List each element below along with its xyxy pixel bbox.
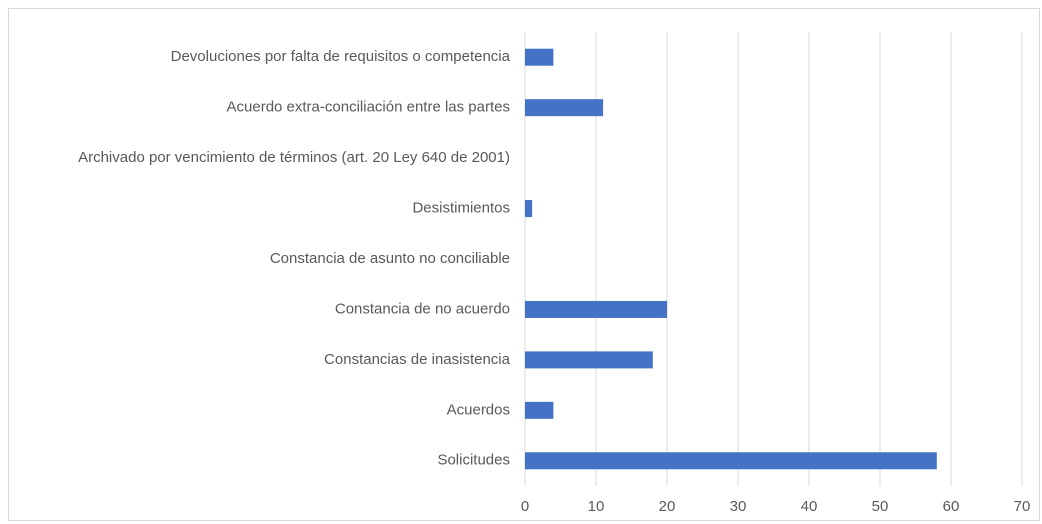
x-tick-label: 40 xyxy=(801,498,818,515)
x-tick-label: 20 xyxy=(659,498,676,515)
x-tick-label: 50 xyxy=(872,498,889,515)
y-tick-label: Acuerdos xyxy=(447,401,510,418)
y-tick-label: Archivado por vencimiento de términos (a… xyxy=(78,149,510,166)
y-tick-label: Constancia de no acuerdo xyxy=(335,300,510,317)
chart-border xyxy=(8,8,1040,521)
y-tick-label: Acuerdo extra-conciliación entre las par… xyxy=(227,99,510,116)
x-tick-label: 30 xyxy=(730,498,747,515)
bar xyxy=(525,401,554,419)
x-tick-label: 10 xyxy=(588,498,605,515)
bar xyxy=(525,99,604,117)
bar xyxy=(525,48,554,66)
bar xyxy=(525,452,937,470)
x-tick-label: 60 xyxy=(943,498,960,515)
y-tick-label: Solicitudes xyxy=(437,452,510,469)
bar xyxy=(525,200,533,218)
bar xyxy=(525,300,667,318)
bar xyxy=(525,351,653,369)
y-tick-label: Devoluciones por falta de requisitos o c… xyxy=(171,48,511,65)
y-tick-label: Constancias de inasistencia xyxy=(324,351,511,368)
x-tick-label: 0 xyxy=(521,498,529,515)
x-tick-label: 70 xyxy=(1014,498,1031,515)
y-tick-label: Desistimientos xyxy=(412,200,510,217)
y-tick-label: Constancia de asunto no conciliable xyxy=(270,250,510,267)
